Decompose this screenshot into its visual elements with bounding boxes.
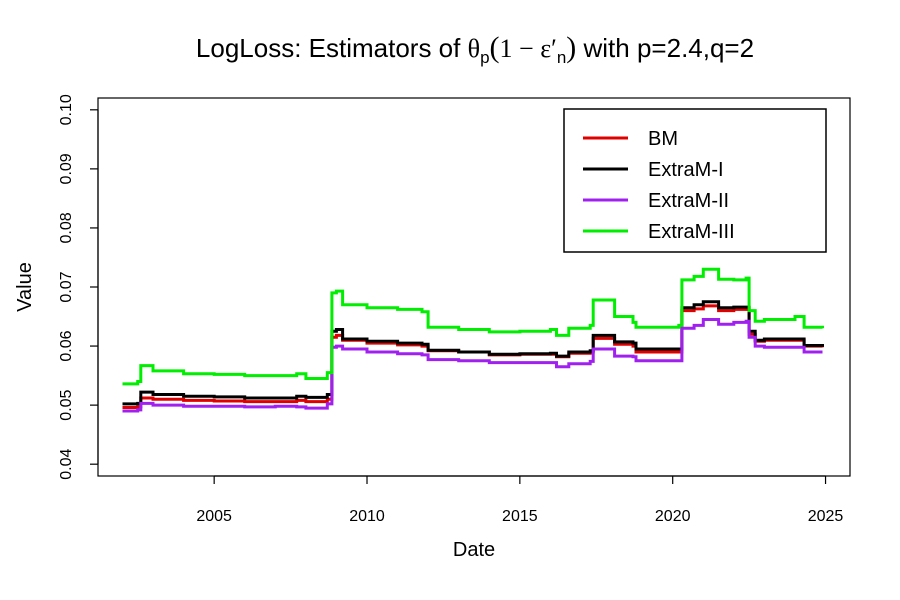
chart-title: LogLoss: Estimators of θp(1 − ε′n) with …: [196, 31, 754, 67]
title-eps-sub: n: [557, 48, 566, 67]
title-theta-sub: p: [480, 48, 489, 67]
y-tick-label: 0.07: [58, 271, 75, 302]
title-suffix: with p=2.4,q=2: [576, 33, 754, 63]
x-tick-label: 2005: [196, 508, 232, 525]
legend: BM ExtraM-I ExtraM-II ExtraM-III: [563, 108, 827, 253]
y-axis-label: Value: [14, 262, 36, 312]
title-theta: θ: [468, 34, 480, 63]
x-tick-label: 2020: [655, 508, 691, 525]
x-tick-label: 2025: [808, 508, 844, 525]
x-axis: 2005 2010 2015 2020 2025: [196, 475, 844, 525]
y-tick-label: 0.04: [58, 449, 75, 480]
legend-entries: BM ExtraM-I ExtraM-II ExtraM-III: [583, 128, 735, 243]
series-line-2: [122, 318, 823, 413]
y-tick-label: 0.06: [58, 330, 75, 361]
title-one-minus: 1 − ε′: [500, 34, 557, 63]
y-tick-label: 0.08: [58, 212, 75, 243]
legend-box: [563, 108, 827, 253]
x-tick-label: 2015: [502, 508, 538, 525]
legend-label: ExtraM-I: [648, 159, 724, 181]
x-axis-label: Date: [453, 539, 495, 561]
series-line-1: [122, 300, 824, 406]
title-close-paren: ): [566, 31, 576, 64]
legend-label: ExtraM-III: [648, 221, 735, 243]
plot-lines: [122, 267, 824, 413]
y-tick-label: 0.09: [58, 153, 75, 184]
y-axis: 0.04 0.05 0.06 0.07 0.08 0.09 0.10: [58, 94, 99, 480]
y-tick-label: 0.05: [58, 389, 75, 420]
legend-label: BM: [648, 128, 678, 150]
title-prefix: LogLoss: Estimators of: [196, 33, 468, 63]
title-open-paren: (: [490, 31, 500, 64]
series-line-3: [122, 267, 824, 386]
x-tick-label: 2010: [349, 508, 385, 525]
legend-label: ExtraM-II: [648, 190, 729, 212]
y-tick-label: 0.10: [58, 94, 75, 125]
